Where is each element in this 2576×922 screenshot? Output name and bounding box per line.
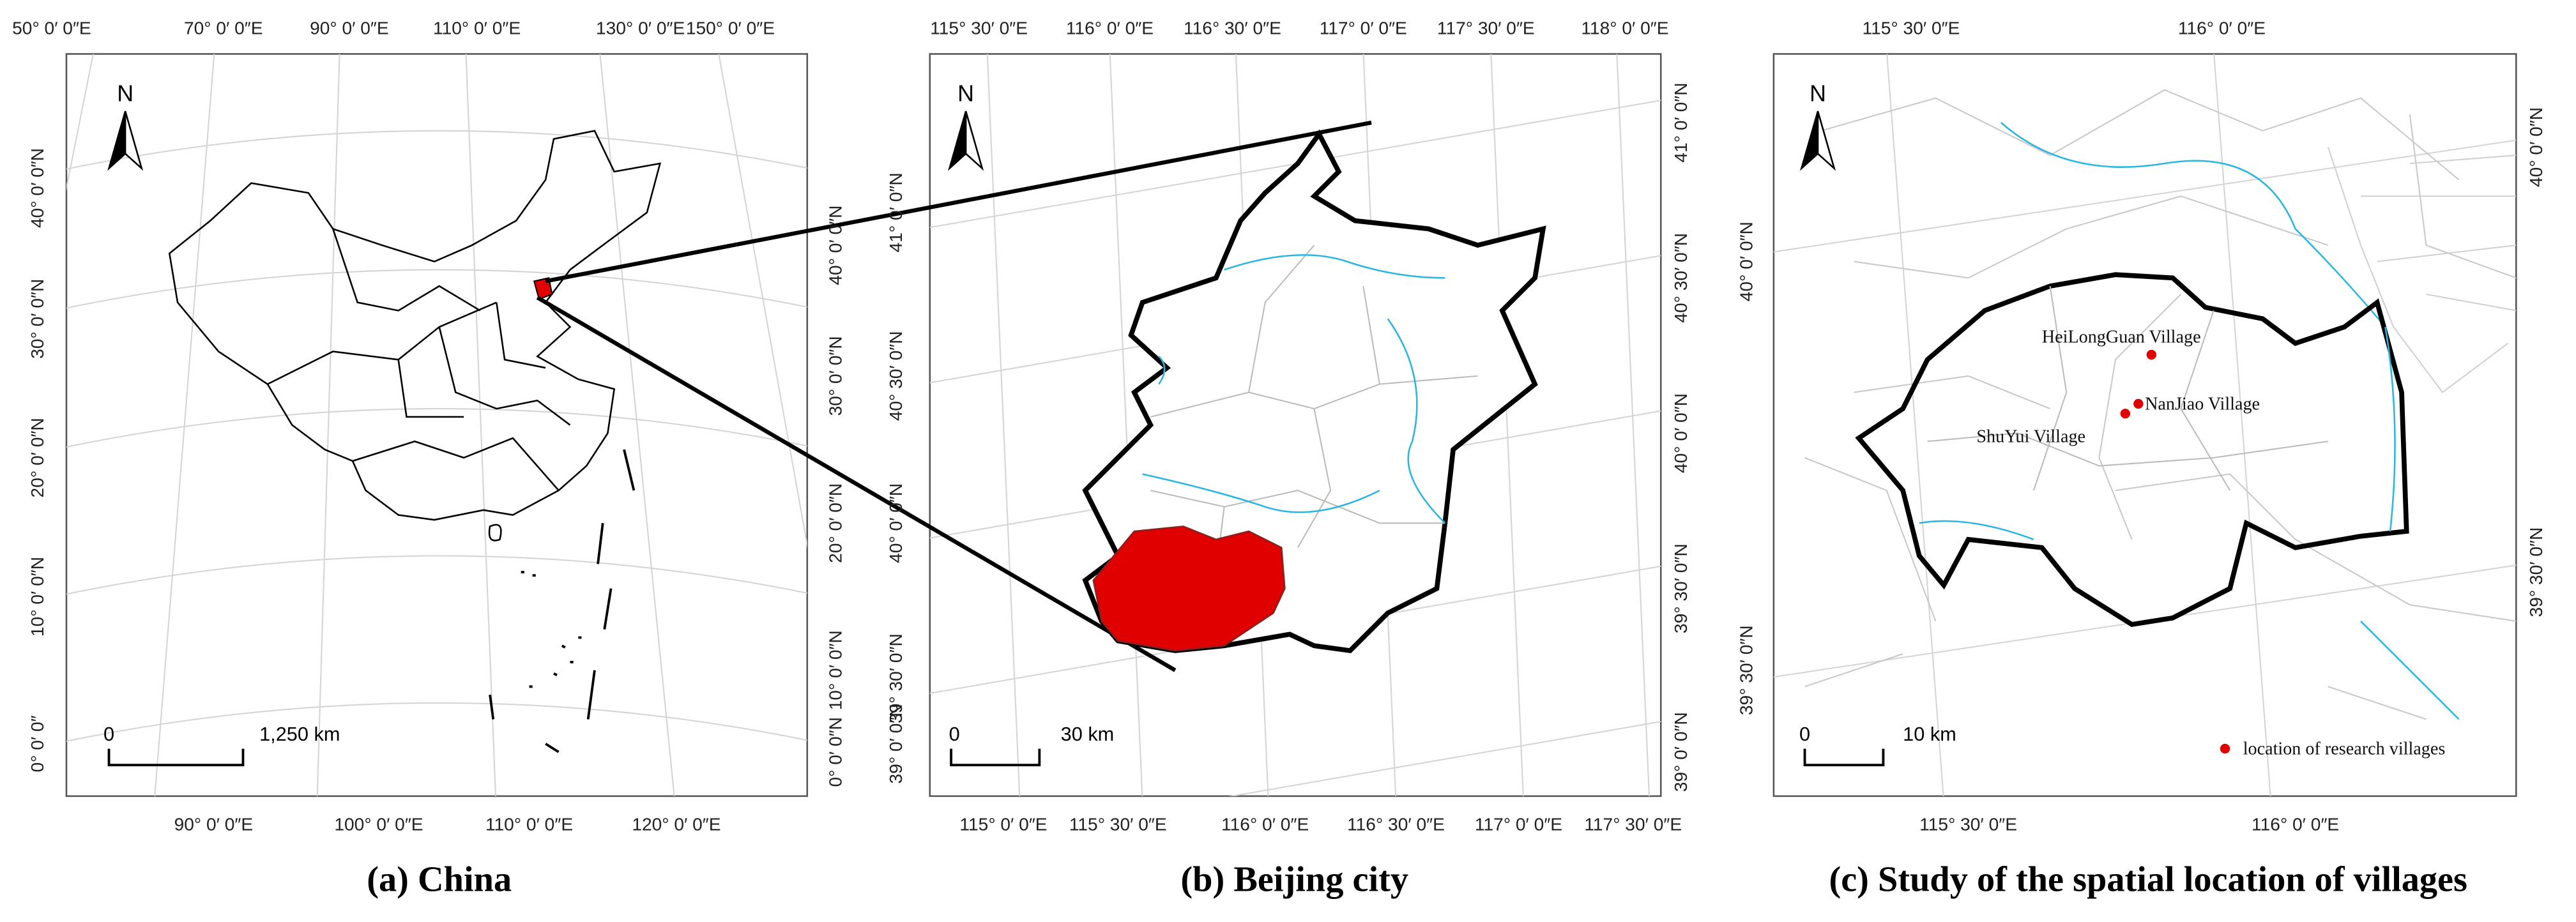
graticule-label: 30° 0′ 0″N	[825, 336, 845, 416]
graticule-label: 116° 0′ 0″E	[1221, 814, 1309, 834]
scale-label: 10 km	[1903, 723, 1956, 745]
panel-frame	[65, 53, 809, 797]
graticule-label: 40° 0′ 0″N	[1736, 222, 1756, 301]
village-point	[2133, 398, 2144, 409]
graticule-label: 90° 0′ 0″E	[174, 814, 254, 834]
panel-frame	[1772, 53, 2517, 797]
graticule-label: 10° 0′ 0″N	[27, 557, 47, 637]
north-arrow	[124, 110, 144, 171]
scale-bar	[107, 748, 245, 767]
graticule-label: 110° 0′ 0″E	[485, 814, 573, 834]
scale-bar	[950, 748, 1041, 767]
graticule-label: 30° 0′ 0″N	[27, 279, 47, 359]
graticule-label: 41° 0′ 0″N	[1671, 82, 1691, 162]
graticule-label: 120° 0′ 0″E	[632, 814, 720, 834]
beijing-highlight	[533, 277, 553, 300]
graticule-label: 40° 30′ 0″N	[1671, 233, 1691, 323]
graticule-label: 40° 0′ 0″N	[27, 148, 47, 228]
study-area-map	[1804, 89, 2517, 720]
scale-label: 1,250 km	[259, 723, 340, 745]
graticule-label: 116° 30′ 0″E	[1347, 814, 1445, 834]
village-point	[2146, 349, 2157, 360]
graticule-label: 117° 0′ 0″E	[1320, 19, 1407, 38]
beijing-map	[1082, 129, 1546, 654]
graticule-label: 117° 0′ 0″E	[1475, 814, 1562, 834]
graticule-label: 116° 0′ 0″E	[2252, 814, 2339, 834]
connector	[545, 120, 1372, 283]
graticule-label: 100° 0′ 0″E	[334, 814, 423, 834]
graticule-label: 20° 0′ 0″N	[825, 483, 845, 563]
graticule-label: 39° 30′ 0″N	[886, 633, 906, 723]
graticule-label: 70° 0′ 0″E	[184, 19, 263, 38]
village-label: HeiLongGuan Village	[2042, 327, 2201, 347]
graticule-label: 115° 30′ 0″E	[930, 19, 1028, 38]
graticule-label: 20° 0′ 0″N	[27, 418, 47, 497]
graticule-label: 40° 0′ 0″N	[886, 483, 906, 563]
scale-label: 0	[103, 723, 114, 745]
graticule-label: 0° 0′ 0″N	[825, 717, 845, 787]
graticule-label: 117° 30′ 0″E	[1584, 814, 1682, 834]
graticule-label: 40° 30′ 0″N	[886, 331, 906, 421]
village-point	[2120, 409, 2131, 419]
village-label: NanJiao Village	[2145, 394, 2260, 414]
graticule-label: 110° 0′ 0″E	[433, 19, 521, 38]
graticule-label: 40° 0′ 0″N	[1671, 393, 1691, 473]
north-label: N	[957, 81, 974, 107]
graticule-label: 116° 30′ 0″E	[1184, 19, 1281, 38]
graticule-label: 115° 30′ 0″E	[1069, 814, 1167, 834]
graticule-label: 41° 0′ 0″N	[886, 172, 906, 252]
graticule-label: 115° 0′ 0″E	[959, 814, 1047, 834]
graticule-label: 39° 30′ 0″N	[1671, 543, 1691, 633]
scale-label: 30 km	[1061, 723, 1115, 745]
north-label: N	[1810, 81, 1826, 107]
graticule	[66, 54, 807, 796]
graticule-label: 150° 0′ 0″E	[686, 19, 775, 38]
graticule-label: 116° 0′ 0″E	[2178, 19, 2266, 38]
panel-caption: (c) Study of the spatial location of vil…	[1829, 859, 2467, 899]
graticule	[929, 54, 1661, 796]
graticule-label: 39° 30′ 0″N	[1736, 625, 1756, 715]
graticule-label: 39° 30′ 0″N	[2526, 527, 2546, 617]
graticule-label: 90° 0′ 0″E	[310, 19, 389, 38]
graticule-label: 39° 0′ 0″N	[1671, 712, 1691, 792]
legend-label: location of research villages	[2243, 739, 2446, 759]
panel-caption: (b) Beijing city	[1180, 859, 1408, 899]
graticule-label: 39° 0′ 0″N	[886, 704, 906, 783]
graticule-label: 116° 0′ 0″E	[1066, 19, 1154, 38]
village-label: ShuYui Village	[1976, 427, 2085, 447]
graticule-label: 0° 0′ 0″	[27, 715, 47, 772]
china-map	[168, 130, 662, 753]
graticule-label: 115° 30′ 0″E	[1919, 814, 2017, 834]
graticule-label: 10° 0′ 0″N	[825, 630, 845, 710]
connector	[536, 296, 1177, 672]
legend-symbol	[2220, 743, 2230, 754]
north-arrow	[964, 110, 984, 171]
graticule-label: 115° 30′ 0″E	[1863, 19, 1960, 38]
scale-label: 0	[1799, 723, 1810, 745]
graticule-label: 130° 0′ 0″E	[596, 19, 685, 38]
graticule-label: 40° 0′ 0″N	[825, 205, 845, 285]
graticule-label: 117° 30′ 0″E	[1437, 19, 1535, 38]
north-label: N	[117, 81, 133, 107]
scale-label: 0	[949, 723, 960, 745]
graticule-label: 118° 0′ 0″E	[1581, 19, 1668, 38]
graticule-label: 50° 0′ 0″E	[12, 19, 91, 38]
scale-bar	[1803, 748, 1885, 767]
graticule-label: 40° 0′ 0″N	[2526, 107, 2546, 187]
north-arrow	[1817, 110, 1836, 171]
panel-caption: (a) China	[367, 859, 512, 899]
